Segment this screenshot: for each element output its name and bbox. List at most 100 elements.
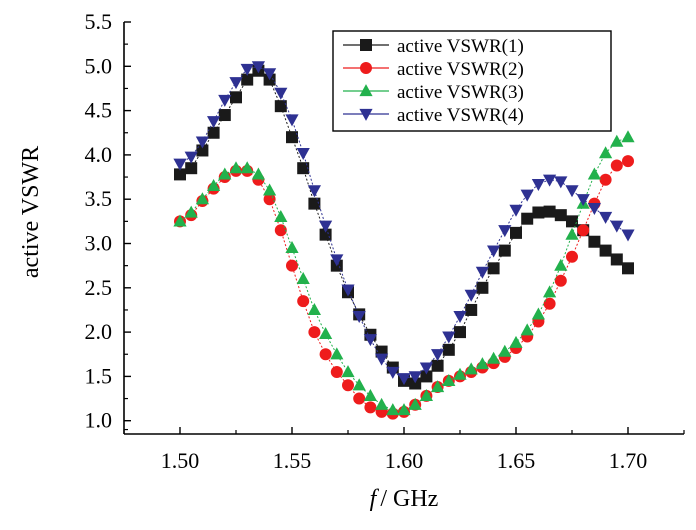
data-point [218,109,231,122]
data-point [330,347,344,360]
data-point [274,87,288,100]
legend-entry-2: active VSWR(2) [343,59,524,80]
x-tick-label: 1.70 [609,448,648,473]
data-point [565,227,579,240]
data-point [386,403,400,416]
legend-label: active VSWR(1) [397,36,524,57]
data-point [453,311,467,324]
data-point [363,334,377,347]
data-point [363,389,377,402]
data-point [274,100,287,113]
data-point [520,323,534,336]
data-point [464,362,478,375]
data-point [173,158,187,171]
data-point [532,206,545,219]
data-point [229,77,243,90]
y-tick-label: 5.5 [85,9,113,34]
y-tick-label: 1.5 [85,363,113,388]
data-point [274,210,288,223]
y-axis-label: active VSWR [18,146,44,278]
legend-entry-1: active VSWR(1) [343,36,524,57]
data-point [207,179,221,192]
data-point [554,258,568,271]
data-point [543,297,556,310]
data-point [296,272,310,285]
x-axis-label: f / GHz [370,486,439,512]
data-point [576,194,590,207]
data-point [587,202,601,215]
legend-marker [359,108,373,121]
legend: active VSWR(1)active VSWR(2)active VSWR(… [332,30,612,132]
data-point [240,63,254,76]
legend-label: active VSWR(4) [397,105,524,126]
data-point [420,370,433,383]
data-point [531,179,545,192]
data-point [622,262,634,275]
data-point [386,366,400,379]
data-point [621,229,635,242]
data-point [610,253,623,266]
data-point [610,220,624,233]
data-point [476,281,489,294]
data-point [308,197,321,210]
data-point [409,377,422,390]
data-point [554,209,567,222]
data-point [498,344,512,357]
data-point [241,73,254,86]
y-tick-label: 4.0 [85,142,113,167]
data-point [531,307,545,320]
y-tick-label: 5.0 [85,53,113,78]
legend-label: active VSWR(3) [397,82,524,103]
data-point [207,126,220,139]
data-point [543,205,556,218]
x-axis-label-symbol: f [370,486,380,512]
data-point [487,262,500,275]
data-point [510,226,522,239]
data-point [319,348,332,361]
data-point [465,303,478,316]
data-point [442,343,455,356]
data-point [565,185,579,198]
x-tick-label: 1.50 [161,448,200,473]
data-point [599,244,612,257]
data-point [286,131,298,144]
data-point [610,134,624,147]
data-point [442,373,456,386]
data-point [341,284,355,297]
data-point [408,371,422,384]
data-point [397,403,411,416]
data-point [342,379,354,392]
data-point [475,266,489,279]
data-point [475,357,489,370]
y-tick-label: 1.0 [85,408,113,433]
data-point [319,220,333,233]
data-point [375,397,389,410]
data-point [285,114,299,127]
data-point [251,61,265,74]
x-axis-label-unit: / GHz [380,486,438,512]
data-point [566,250,578,263]
axes-layer: 1.0 1.5 2.0 2.5 3.0 3.5 4.0 4.5 5.0 5.5 1.50 1.55 1.… [85,9,685,473]
data-point [230,91,242,104]
data-point [263,68,277,81]
data-point [454,326,466,339]
data-point [621,130,635,143]
data-point [364,401,377,414]
data-point [408,397,422,410]
data-point [285,241,299,254]
data-point [173,214,187,227]
y-tick-label: 4.5 [85,98,113,123]
data-point [184,205,198,218]
data-point [286,259,298,272]
series-3 [173,130,635,416]
data-point [431,349,445,362]
legend-label: active VSWR(2) [397,59,524,80]
data-point [330,254,344,267]
legend-entry-4: active VSWR(4) [343,105,524,126]
data-point [308,326,321,339]
data-point [307,185,321,198]
data-point [498,225,512,238]
data-point [487,245,501,258]
data-point [498,244,511,257]
data-point [274,224,287,237]
